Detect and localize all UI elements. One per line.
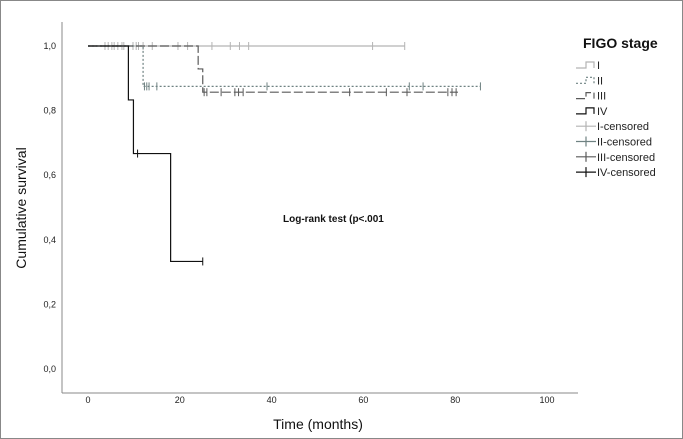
legend-entry: I-censored	[597, 121, 649, 133]
legend-entry: I	[597, 60, 600, 72]
legend-entry: III-censored	[597, 152, 655, 164]
x-tick-label: 80	[450, 395, 460, 405]
legend-swatch-stage-IV	[576, 107, 595, 115]
survival-curve-stage-II	[88, 45, 481, 87]
x-axis-label: Time (months)	[273, 416, 363, 432]
y-axis-label: Cumulative survival	[13, 147, 29, 268]
legend-title: FIGO stage	[583, 35, 658, 51]
legend-swatch-stage-II	[576, 76, 595, 84]
survival-curves	[88, 42, 481, 266]
x-tick-label: 100	[539, 395, 554, 405]
legend: IIIIIIIVI-censoredII-censoredIII-censore…	[576, 60, 656, 179]
legend-entry: II	[597, 75, 603, 87]
y-tick-label: 1,0	[43, 41, 56, 51]
y-tick-label: 0,2	[43, 299, 56, 309]
legend-swatch-stage-III	[576, 92, 595, 100]
legend-entry: IV-censored	[597, 167, 656, 179]
annotation-log-rank: Log-rank test (p<.001	[283, 214, 384, 225]
x-tick-label: 40	[267, 395, 277, 405]
survival-curve-stage-IV	[88, 45, 203, 263]
legend-swatch-stage-I	[576, 61, 595, 69]
legend-entry: III	[597, 91, 606, 103]
y-tick-label: 0,0	[43, 364, 56, 374]
x-tick-label: 60	[358, 395, 368, 405]
legend-entry: IV	[597, 106, 608, 118]
survival-curve-stage-III	[88, 45, 458, 93]
axes: 0 20 40 60 80 100 0,0 0,2 0,4 0,6 0,8 1,0	[43, 22, 578, 405]
legend-entry: II-censored	[597, 137, 652, 149]
x-tick-label: 20	[175, 395, 185, 405]
y-tick-label: 0,6	[43, 170, 56, 180]
x-tick-label: 0	[85, 395, 90, 405]
y-tick-label: 0,8	[43, 106, 56, 116]
y-tick-label: 0,4	[43, 235, 56, 245]
